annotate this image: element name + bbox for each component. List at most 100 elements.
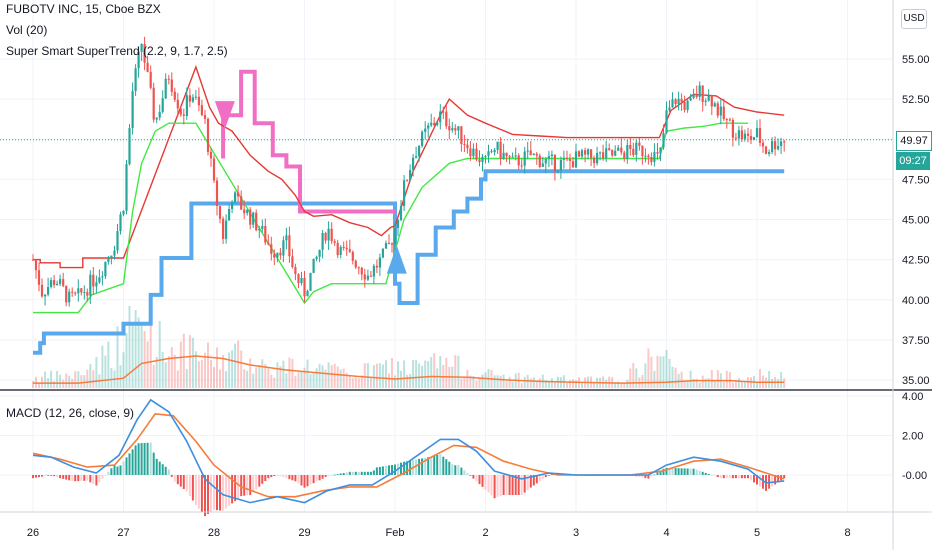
volume-bar	[261, 359, 264, 388]
macd-histogram-bar	[128, 453, 131, 475]
candle-body	[354, 260, 357, 268]
macd-histogram-bar	[774, 475, 777, 485]
candle-body	[312, 258, 315, 273]
volume-bar	[300, 371, 303, 388]
macd-histogram-bar	[228, 475, 231, 506]
macd-histogram-bar	[490, 475, 493, 496]
candle-body	[339, 247, 342, 255]
volume-bar	[505, 381, 508, 388]
volume-bar	[152, 364, 155, 388]
candle-body	[454, 128, 457, 131]
candle-body	[113, 250, 116, 256]
time-tick-label: 29	[298, 527, 310, 539]
volume-bar	[107, 341, 110, 388]
volume-bar	[771, 378, 774, 388]
candle-body	[436, 122, 439, 125]
macd-histogram-bar	[671, 468, 674, 475]
candle-body	[197, 96, 200, 106]
macd-histogram-bar	[47, 475, 50, 476]
macd-histogram-bar	[225, 475, 228, 509]
macd-histogram-bar	[65, 475, 68, 480]
candle-body	[614, 150, 617, 156]
macd-histogram-bar	[348, 471, 351, 475]
macd-histogram-bar	[743, 475, 746, 479]
candle-body	[285, 235, 288, 241]
candle-body	[249, 209, 252, 225]
volume-legend[interactable]: Vol (20)	[6, 23, 48, 37]
supertrend-legend[interactable]: Super Smart SuperTrend (2.2, 9, 1.7, 2.5…	[6, 44, 228, 58]
candle-body	[137, 51, 140, 69]
candle-body	[535, 153, 538, 156]
macd-histogram-bar	[197, 475, 200, 509]
currency-badge[interactable]: USD	[901, 9, 927, 29]
candle-body	[701, 85, 704, 102]
volume-bar	[575, 380, 577, 388]
candle-body	[318, 249, 321, 257]
candle-body	[544, 159, 547, 164]
candle-body	[725, 119, 728, 121]
candle-body	[294, 267, 297, 274]
candle-body	[529, 150, 532, 156]
candle-body	[653, 152, 656, 162]
volume-bar	[493, 375, 496, 388]
candle-body	[487, 151, 490, 156]
volume-bar	[122, 352, 125, 388]
candle-body	[101, 276, 104, 278]
macd-histogram-bar	[204, 475, 206, 517]
price-tick-label: 35.00	[902, 375, 930, 387]
macd-histogram-bar	[279, 475, 282, 477]
volume-bar	[267, 368, 270, 388]
macd-histogram-bar	[469, 475, 472, 476]
candle-body	[562, 157, 565, 160]
candle-body	[692, 94, 695, 98]
volume-bar	[173, 354, 176, 388]
macd-histogram-bar	[478, 475, 481, 485]
candle-body	[768, 152, 771, 154]
candle-body	[161, 98, 164, 112]
macd-histogram-bar	[725, 475, 728, 479]
macd-histogram-bar	[270, 475, 273, 478]
candle-body	[593, 157, 596, 164]
macd-histogram-bar	[363, 471, 366, 475]
candle-body	[297, 274, 300, 284]
candle-body	[83, 292, 86, 293]
candle-body	[107, 258, 110, 262]
candle-body	[623, 152, 626, 159]
volume-bar	[131, 325, 134, 388]
symbol-title[interactable]: FUBOTV INC, 15, Cboe BZX	[6, 2, 161, 16]
volume-bar	[436, 368, 439, 388]
macd-histogram-bar	[481, 475, 484, 487]
macd-histogram-bar	[378, 466, 381, 475]
candle-body	[65, 285, 68, 303]
volume-bar	[185, 369, 188, 388]
macd-histogram-bar	[50, 475, 53, 476]
volume-bar	[197, 361, 200, 388]
volume-bar	[623, 383, 626, 388]
macd-legend[interactable]: MACD (12, 26, close, 9)	[6, 406, 135, 420]
volume-bar	[194, 351, 197, 388]
candle-body	[532, 153, 535, 156]
time-tick-label: 3	[573, 527, 579, 539]
candle-body	[728, 119, 731, 121]
candle-body	[146, 62, 149, 72]
macd-histogram-bar	[255, 475, 258, 490]
macd-histogram-bar	[194, 475, 197, 505]
candle-body	[605, 148, 608, 159]
candle-body	[556, 170, 559, 172]
macd-histogram-bar	[137, 443, 140, 475]
macd-histogram-bar	[381, 466, 384, 475]
macd-histogram-bar	[656, 472, 659, 475]
volume-bar	[134, 310, 137, 388]
volume-ma-line	[33, 355, 785, 384]
candle-body	[381, 248, 384, 258]
candle-body	[375, 265, 378, 268]
macd-histogram-bar	[716, 475, 719, 478]
candle-body	[683, 101, 686, 110]
macd-histogram-bar	[756, 475, 758, 485]
candle-body	[276, 252, 279, 258]
candle-body	[448, 126, 451, 131]
volume-bar	[683, 380, 686, 388]
candle-body	[439, 111, 442, 123]
